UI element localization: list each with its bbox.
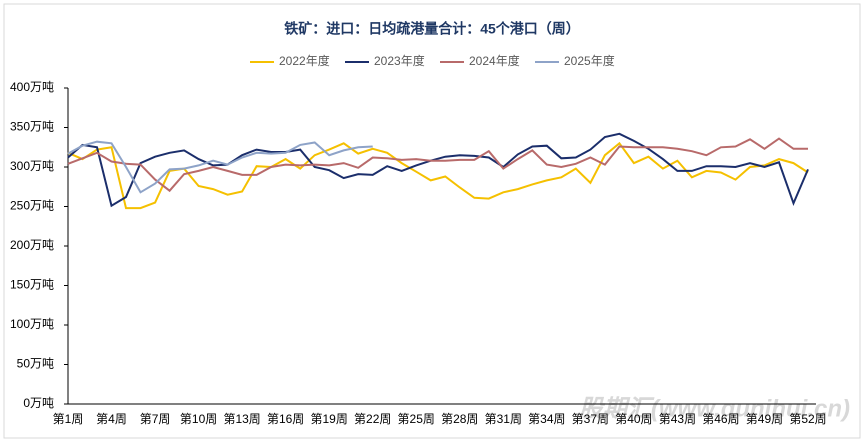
series-line xyxy=(67,140,373,194)
series-line xyxy=(67,132,809,208)
x-tick-label: 第40周 xyxy=(615,412,652,426)
x-tick-label: 第4周 xyxy=(96,412,127,426)
x-tick-label: 第7周 xyxy=(140,412,171,426)
x-tick-label: 第31周 xyxy=(485,412,522,426)
x-tick-label: 第28周 xyxy=(441,412,478,426)
x-tick-label: 第10周 xyxy=(180,412,217,426)
y-tick-label: 350万吨 xyxy=(10,120,54,134)
x-tick-label: 第49周 xyxy=(746,412,783,426)
chart-frame xyxy=(3,3,861,439)
y-tick-label: 200万吨 xyxy=(10,238,54,252)
legend-label: 2023年度 xyxy=(374,53,425,68)
watermark: 股期汇(www.qunihui.cn) xyxy=(578,395,850,422)
x-tick-label: 第22周 xyxy=(354,412,391,426)
x-tick-label: 第37周 xyxy=(572,412,609,426)
y-tick-label: 150万吨 xyxy=(10,278,54,292)
x-tick-label: 第16周 xyxy=(267,412,304,426)
legend-label: 2022年度 xyxy=(279,53,330,68)
legend-label: 2025年度 xyxy=(564,53,615,68)
legend-label: 2024年度 xyxy=(469,53,520,68)
x-tick-label: 第19周 xyxy=(310,412,347,426)
y-tick-label: 300万吨 xyxy=(10,159,54,173)
y-tick-label: 0万吨 xyxy=(23,396,54,410)
x-tick-label: 第43周 xyxy=(659,412,696,426)
x-tick-label: 第1周 xyxy=(53,412,84,426)
x-tick-label: 第52周 xyxy=(789,412,826,426)
x-tick-label: 第25周 xyxy=(398,412,435,426)
x-tick-label: 第46周 xyxy=(702,412,739,426)
chart-title: 铁矿：进口：日均疏港量合计：45个港口（周） xyxy=(284,21,580,37)
x-tick-label: 第13周 xyxy=(223,412,260,426)
series-line xyxy=(67,137,808,193)
y-tick-label: 50万吨 xyxy=(17,357,54,371)
y-tick-label: 100万吨 xyxy=(10,317,54,331)
x-tick-label: 第34周 xyxy=(528,412,565,426)
series-line xyxy=(67,141,809,210)
y-tick-label: 250万吨 xyxy=(10,199,54,213)
y-tick-label: 400万吨 xyxy=(10,80,54,94)
